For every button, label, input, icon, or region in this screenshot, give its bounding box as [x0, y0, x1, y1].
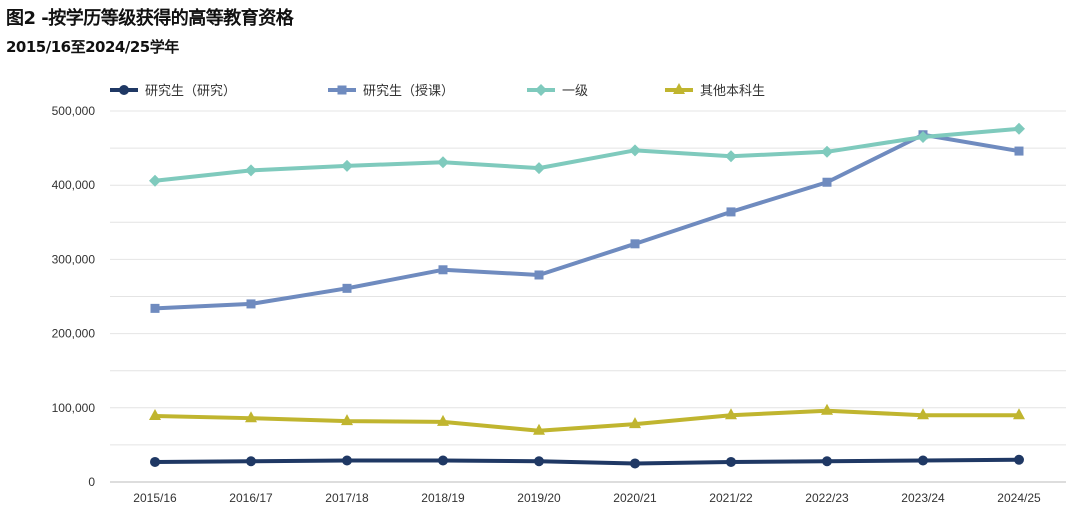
data-point — [245, 164, 257, 177]
x-tick-label: 2021/22 — [709, 491, 753, 505]
data-point — [437, 414, 449, 426]
data-point — [917, 130, 929, 143]
data-point — [534, 270, 544, 280]
data-point — [342, 283, 352, 293]
x-tick-label: 2019/20 — [517, 491, 561, 505]
x-tick-label: 2023/24 — [901, 491, 945, 505]
y-tick-label: 200,000 — [52, 327, 96, 341]
y-tick-label: 300,000 — [52, 252, 96, 266]
x-tick-label: 2017/18 — [325, 491, 369, 505]
data-point — [534, 456, 544, 467]
series-line — [154, 126, 1020, 183]
data-point — [149, 408, 161, 420]
data-point — [630, 239, 640, 249]
legend-marker — [337, 85, 347, 95]
data-point — [342, 455, 352, 466]
data-point — [438, 265, 448, 275]
y-tick-label: 100,000 — [52, 401, 96, 415]
data-point — [150, 303, 160, 313]
legend-label: 其他本科生 — [700, 84, 765, 99]
data-point — [821, 403, 833, 415]
data-point — [725, 150, 737, 163]
data-point — [725, 408, 737, 420]
legend-marker — [673, 83, 685, 94]
legend-label: 研究生（研究） — [145, 84, 236, 99]
series-line — [154, 457, 1020, 466]
data-point — [341, 159, 353, 172]
legend-label: 研究生（授课） — [363, 84, 454, 99]
data-point — [150, 456, 160, 467]
data-point — [726, 207, 736, 217]
x-tick-label: 2020/21 — [613, 491, 657, 505]
legend-marker — [535, 84, 547, 96]
data-point — [629, 144, 641, 157]
data-point — [822, 456, 832, 467]
chart-subtitle: 2015/16至2024/25学年 — [6, 38, 179, 56]
data-point — [917, 408, 929, 420]
x-tick-label: 2018/19 — [421, 491, 465, 505]
series-line — [154, 408, 1019, 433]
data-point — [246, 299, 256, 309]
data-point — [245, 411, 257, 423]
y-tick-label: 500,000 — [52, 104, 96, 118]
chart-title: 图2 -按学历等级获得的高等教育资格 — [6, 8, 294, 29]
data-point — [822, 177, 832, 187]
data-point — [1013, 408, 1025, 420]
legend-label: 一级 — [562, 84, 588, 99]
data-point — [533, 423, 545, 435]
data-point — [1013, 122, 1025, 135]
x-tick-label: 2024/25 — [997, 491, 1041, 505]
x-tick-label: 2015/16 — [133, 491, 177, 505]
data-point — [726, 456, 736, 467]
data-point — [533, 162, 545, 175]
data-point — [1014, 146, 1024, 156]
data-point — [246, 456, 256, 467]
data-point — [629, 417, 641, 429]
series-line — [154, 132, 1020, 311]
data-point — [341, 414, 353, 426]
data-point — [630, 458, 640, 469]
x-tick-label: 2016/17 — [229, 491, 273, 505]
data-point — [437, 156, 449, 169]
y-tick-label: 0 — [88, 475, 95, 489]
data-point — [918, 455, 928, 466]
data-point — [821, 145, 833, 158]
x-tick-label: 2022/23 — [805, 491, 849, 505]
legend-marker — [119, 85, 129, 95]
data-point — [149, 174, 161, 187]
data-point — [1014, 454, 1024, 465]
y-tick-label: 400,000 — [52, 178, 96, 192]
data-point — [438, 455, 448, 466]
